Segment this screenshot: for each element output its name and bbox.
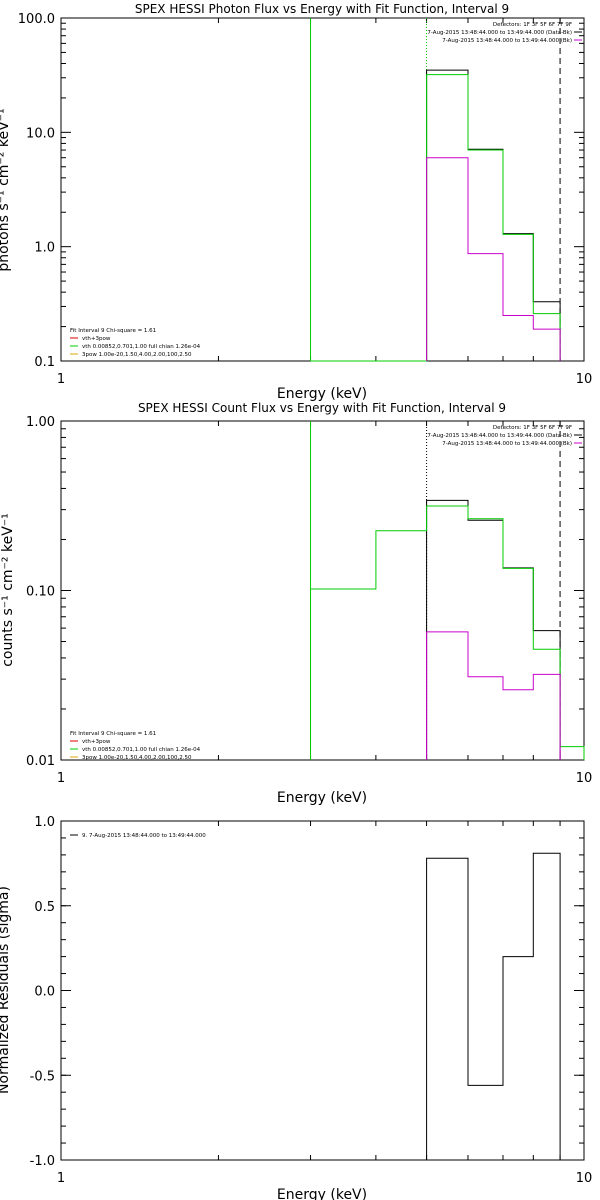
photon-flux-title: SPEX HESSI Photon Flux vs Energy with Fi… (135, 2, 509, 16)
residuals-ytick-label: 1.0 (34, 815, 55, 830)
photon-flux-ytick-label: 1.0 (34, 241, 55, 256)
photon-flux-xlabel: Energy (keV) (277, 386, 367, 402)
count-flux-title: SPEX HESSI Count Flux vs Energy with Fit… (138, 401, 506, 415)
count-flux-legend-fit: Fit Interval 9 Chi-square = 1.61 vth+3po… (70, 731, 201, 761)
photon-flux-ylabel: photons s⁻¹ cm⁻² keV⁻¹ (0, 108, 12, 271)
count-flux-ytick-label: 1.00 (26, 415, 55, 430)
photon-flux-series-bk (426, 157, 561, 361)
residuals-panel: Energy (keV) Normalized Residuals (sigma… (0, 815, 592, 1200)
count-flux-xtick-label: 1 (57, 771, 65, 786)
residuals-series-residuals (426, 852, 561, 1160)
photon-flux-panel: SPEX HESSI Photon Flux vs Energy with Fi… (0, 2, 592, 402)
legend-data-bk: 7-Aug-2015 13:48:44.000 to 13:49:44.000 … (427, 30, 572, 36)
legend-3pow: 3pow 1.00e-20,1.50,4.00,2.00,100,2.50 (82, 352, 192, 358)
count-flux-xtick-label: 10 (576, 771, 593, 786)
count-flux-panel: SPEX HESSI Count Flux vs Energy with Fit… (0, 401, 592, 806)
residuals-xlabel: Energy (keV) (277, 1187, 367, 1200)
residuals-ytick-label: -1.0 (30, 1154, 55, 1169)
count-flux-legend-detectors: Detectors: 1F 3F 5F 6F 7F 9F 7-Aug-2015 … (427, 425, 582, 447)
legend-fit-interval: Fit Interval 9 Chi-square = 1.61 (70, 328, 156, 334)
photon-flux-ytick-label: 0.1 (34, 355, 55, 370)
count-flux-ytick-label: 0.10 (26, 585, 55, 600)
legend-detectors: Detectors: 1F 3F 5F 6F 7F 9F (493, 425, 572, 431)
photon-flux-ytick-label: 100.0 (18, 12, 55, 27)
count-flux-series-bk (426, 631, 561, 760)
residuals-xtick-label: 1 (57, 1171, 65, 1186)
photon-flux-legend-fit: Fit Interval 9 Chi-square = 1.61 vth+3po… (70, 328, 201, 358)
residuals-legend: 9. 7-Aug-2015 13:48:44.000 to 13:49:44.0… (70, 833, 206, 839)
residuals-ylabel: Normalized Residuals (sigma) (0, 886, 12, 1094)
residuals-xtick-label: 10 (576, 1171, 593, 1186)
legend-vth: vth 0.00852,0.701,1.00 full chian 1.26e-… (82, 344, 201, 350)
count-flux-xlabel: Energy (keV) (277, 790, 367, 806)
legend-vth: vth 0.00852,0.701,1.00 full chian 1.26e-… (82, 747, 201, 753)
photon-flux-legend-detectors: Detectors: 1F 3F 5F 6F 7F 9F 7-Aug-2015 … (427, 22, 582, 44)
photon-flux-ytick-label: 10.0 (26, 126, 55, 141)
legend-detectors: Detectors: 1F 3F 5F 6F 7F 9F (493, 22, 572, 28)
photon-flux-series-vth3pow (310, 74, 561, 362)
legend-vth3pow: vth+3pow (82, 336, 111, 342)
photon-flux-xtick-label: 10 (576, 372, 593, 387)
count-flux-ytick-label: 0.01 (26, 754, 55, 769)
photon-flux-xtick-label: 1 (57, 372, 65, 387)
legend-interval: 9. 7-Aug-2015 13:48:44.000 to 13:49:44.0… (82, 833, 206, 839)
legend-data-bk: 7-Aug-2015 13:48:44.000 to 13:49:44.000 … (427, 433, 572, 439)
legend-bk: 7-Aug-2015 13:48:44.000 to 13:49:44.000 … (442, 441, 572, 447)
legend-fit-interval: Fit Interval 9 Chi-square = 1.61 (70, 731, 156, 737)
legend-bk: 7-Aug-2015 13:48:44.000 to 13:49:44.000 … (442, 38, 572, 44)
count-flux-ylabel: counts s⁻¹ cm⁻² keV⁻¹ (0, 513, 16, 667)
residuals-ytick-label: 0.5 (34, 900, 55, 915)
legend-vth3pow: vth+3pow (82, 739, 111, 745)
residuals-ytick-label: -0.5 (30, 1069, 55, 1084)
legend-3pow: 3pow 1.00e-20,1.50,4.00,2.00,100,2.50 (82, 755, 192, 761)
residuals-ytick-label: 0.0 (34, 985, 55, 1000)
